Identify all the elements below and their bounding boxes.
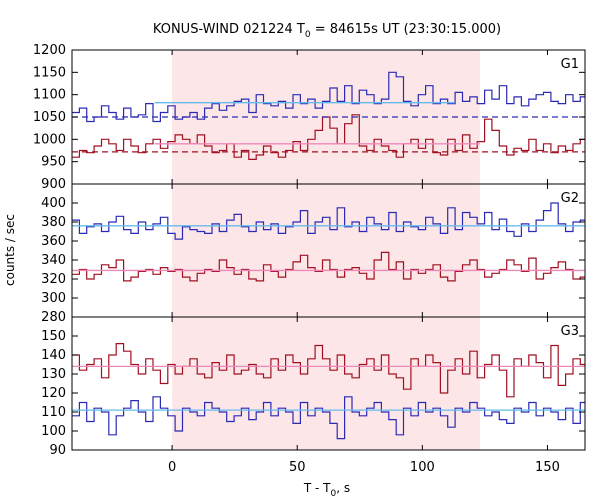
- g3-series-blue: [72, 396, 585, 440]
- y-tick-label: 320: [41, 272, 66, 287]
- x-tick-label: 0: [168, 460, 176, 475]
- y-tick-label: 280: [41, 310, 66, 325]
- g2-series-blue: [72, 202, 585, 240]
- y-tick-label: 130: [41, 367, 66, 382]
- y-tick-label: 110: [41, 405, 66, 420]
- g3-frame: [71, 316, 586, 451]
- y-tick-label: 340: [41, 253, 66, 268]
- y-tick-label: 100: [41, 424, 66, 439]
- y-tick-label: 950: [41, 155, 66, 170]
- g1-series-red: [72, 114, 585, 160]
- y-tick-label: 1150: [33, 65, 66, 80]
- y-tick-label: 1100: [33, 88, 66, 103]
- y-tick-label: 1200: [33, 43, 66, 58]
- shaded-interval: [172, 317, 480, 450]
- y-tick-label: 400: [41, 196, 66, 211]
- x-tick-label: 100: [410, 460, 435, 475]
- y-tick-label: 150: [41, 329, 66, 344]
- y-tick-label: 120: [41, 386, 66, 401]
- x-axis-label: T - T0, s: [303, 481, 350, 499]
- x-tick-label: 150: [535, 460, 560, 475]
- panel-label-g2: G2: [561, 191, 579, 206]
- y-tick-label: 300: [41, 291, 66, 306]
- y-tick-label: 900: [41, 177, 66, 192]
- y-tick-label: 140: [41, 348, 66, 363]
- y-tick-label: 380: [41, 215, 66, 230]
- y-tick-label: 1050: [33, 110, 66, 125]
- y-tick-label: 1000: [33, 132, 66, 147]
- panel-label-g3: G3: [561, 324, 579, 339]
- y-tick-label: 360: [41, 234, 66, 249]
- chart-title: KONUS-WIND 021224 T0 = 84615s UT (23:30:…: [153, 22, 501, 40]
- g3-series-red: [72, 343, 585, 398]
- y-tick-label: 90: [49, 443, 66, 458]
- panel-label-g1: G1: [561, 57, 579, 72]
- x-tick-label: 50: [289, 460, 306, 475]
- shaded-interval: [172, 184, 480, 317]
- g1-series-blue: [72, 71, 585, 123]
- y-axis-label: counts / sec: [3, 214, 17, 286]
